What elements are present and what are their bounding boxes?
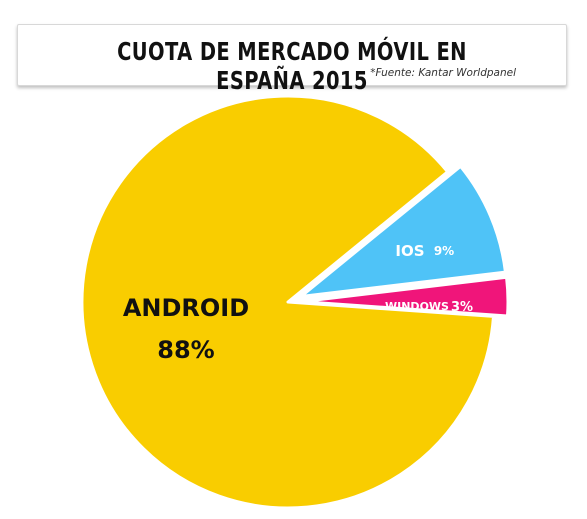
- slice-value-android: 88%: [157, 336, 214, 364]
- slice-label-windows: WINDOWS: [385, 300, 449, 313]
- source-note: *Fuente: Kantar Worldpanel: [370, 67, 516, 79]
- title-box: CUOTA DE MERCADO MÓVIL EN ESPAÑA 2015 *F…: [17, 24, 567, 95]
- slice-value-windows: 3%: [451, 300, 473, 315]
- pie-slices: [80, 94, 510, 510]
- slice-label-android: ANDROID: [123, 294, 249, 322]
- slice-value-ios: 9%: [434, 244, 454, 258]
- pie-slice-android: [80, 94, 495, 510]
- pie-slice-windows: [300, 275, 510, 318]
- chart-title: CUOTA DE MERCADO MÓVIL EN ESPAÑA 2015: [117, 37, 467, 95]
- pie-labels: ANDROID 88% IOS 9% WINDOWS 3%: [123, 242, 473, 364]
- pie-slice-ios: [299, 164, 507, 299]
- slice-label-ios: IOS: [395, 242, 424, 260]
